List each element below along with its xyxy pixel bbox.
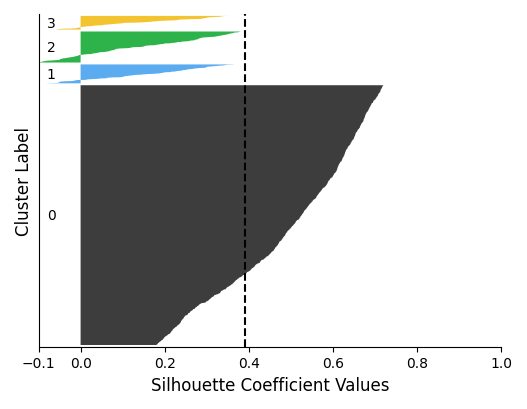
Text: 3: 3	[47, 17, 55, 31]
Text: 1: 1	[47, 67, 56, 81]
Text: 2: 2	[47, 41, 55, 55]
X-axis label: Silhouette Coefficient Values: Silhouette Coefficient Values	[151, 376, 389, 394]
Y-axis label: Cluster Label: Cluster Label	[15, 126, 33, 235]
Text: 0: 0	[47, 209, 55, 222]
